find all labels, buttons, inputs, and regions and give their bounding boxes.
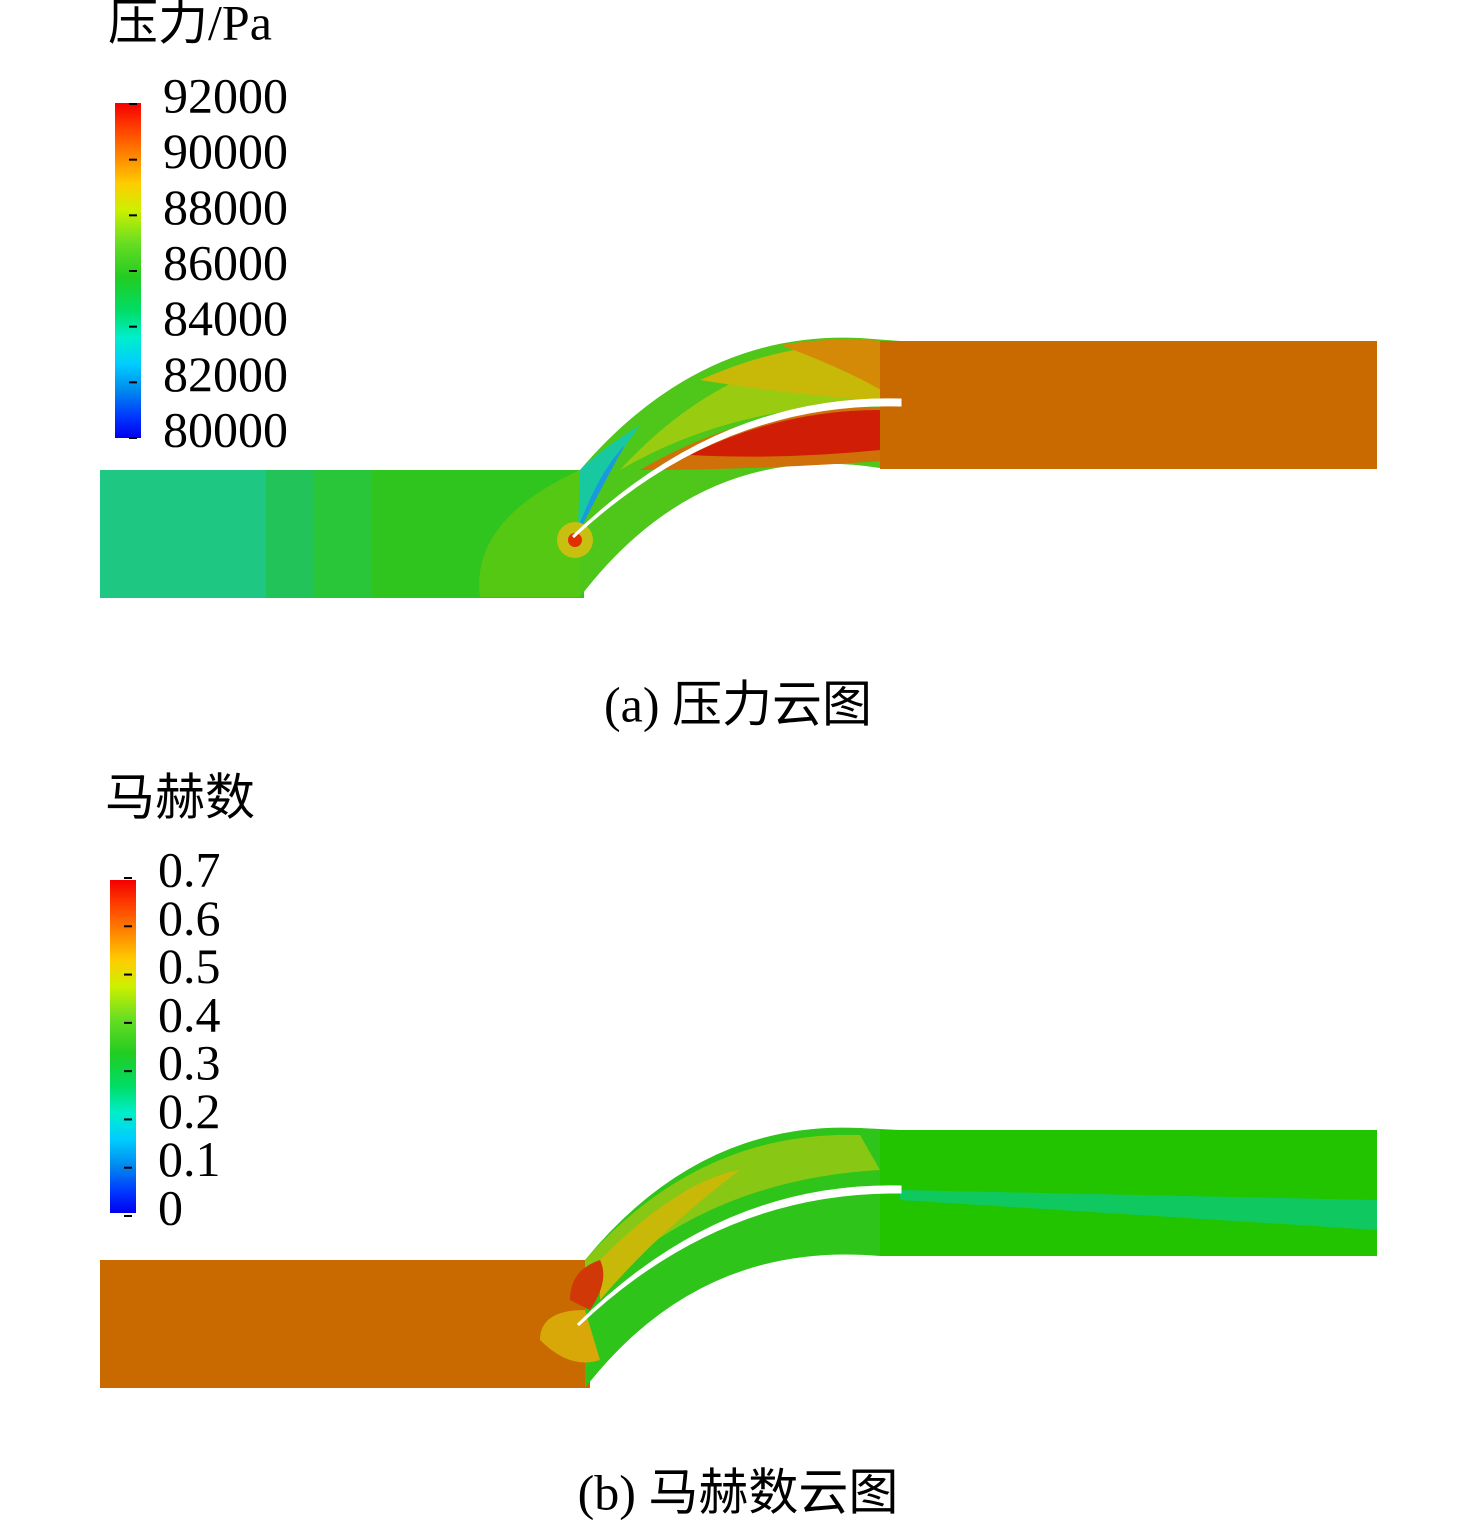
tick-label: 0.1	[158, 1131, 221, 1187]
caption: (b) 马赫数云图	[578, 1464, 899, 1520]
tick-label: 0.2	[158, 1083, 221, 1139]
colorbar	[110, 880, 136, 1213]
colorbar	[115, 103, 141, 438]
tick-label: 82000	[163, 346, 288, 402]
tick-label: 0.6	[158, 890, 221, 946]
tick-label: 88000	[163, 179, 288, 235]
tick-label: 0.3	[158, 1035, 221, 1091]
tick-label: 92000	[163, 67, 288, 123]
legend-title: 马赫数	[105, 769, 255, 825]
tick-label: 90000	[163, 123, 288, 179]
tick-label: 0.5	[158, 938, 221, 994]
tick-label: 86000	[163, 234, 288, 290]
tick-label: 0.7	[158, 841, 221, 897]
legend-title: 压力/Pa	[108, 0, 272, 50]
tick-label: 84000	[163, 290, 288, 346]
contour	[100, 337, 1377, 598]
contour	[100, 1127, 1377, 1388]
panel-b: 马赫数 (b) 马赫数云图 0.70.60.50.40.30.20.10	[100, 769, 1377, 1520]
tick-label: 0.4	[158, 986, 221, 1042]
panel-a: 压力/Pa (a) 压力云图 9200090000880008600084000…	[100, 0, 1377, 732]
caption: (a) 压力云图	[604, 676, 872, 732]
tick-label: 0	[158, 1179, 183, 1235]
tick-label: 80000	[163, 401, 288, 457]
